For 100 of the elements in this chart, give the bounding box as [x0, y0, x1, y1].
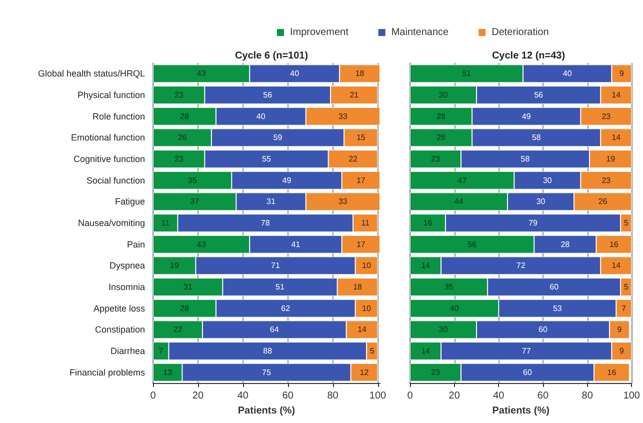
data-label: 49: [522, 112, 532, 121]
data-label: 23: [602, 112, 612, 121]
data-label: 26: [598, 197, 608, 206]
y-tick-label: Physical function: [77, 90, 145, 100]
data-label: 56: [468, 240, 478, 249]
data-label: 23: [174, 90, 184, 100]
data-label: 31: [266, 197, 276, 206]
data-label: 18: [353, 282, 363, 292]
y-tick-label: Emotional function: [70, 132, 145, 143]
data-label: 40: [562, 69, 572, 78]
data-label: 23: [431, 368, 440, 377]
chart-title: Cycle 12 (n=43): [492, 50, 566, 62]
data-label: 9: [619, 346, 624, 356]
data-label: 40: [290, 69, 300, 78]
data-label: 53: [552, 304, 562, 313]
data-label: 78: [260, 218, 270, 228]
legend-label: Improvement: [290, 27, 349, 38]
data-label: 14: [612, 261, 622, 270]
x-axis-title: Patients (%): [492, 405, 550, 416]
data-label: 56: [263, 90, 273, 100]
x-tick-label: 80: [327, 390, 339, 402]
data-label: 7: [158, 346, 164, 356]
data-label: 28: [436, 133, 446, 142]
data-label: 5: [624, 282, 629, 292]
data-label: 35: [444, 282, 454, 292]
data-label: 72: [516, 261, 526, 270]
data-label: 11: [161, 218, 170, 228]
data-label: 14: [612, 90, 622, 100]
data-label: 58: [520, 154, 530, 164]
y-tick-label: Dyspnea: [109, 260, 145, 271]
data-label: 28: [436, 112, 446, 121]
x-tick-label: 60: [537, 390, 549, 402]
data-label: 35: [188, 176, 198, 185]
data-label: 17: [356, 176, 366, 185]
data-label: 16: [607, 368, 617, 377]
data-label: 55: [262, 154, 272, 164]
x-axis-title: Patients (%): [238, 405, 296, 416]
data-label: 7: [622, 304, 627, 313]
data-label: 14: [421, 346, 431, 356]
data-label: 30: [536, 197, 546, 206]
y-tick-label: Constipation: [94, 324, 145, 335]
data-label: 10: [362, 304, 372, 313]
data-label: 10: [362, 261, 372, 270]
legend-label: Deterioration: [492, 27, 549, 38]
data-label: 33: [338, 197, 348, 206]
y-tick-label: Cognitive function: [73, 154, 145, 164]
x-tick-label: 80: [582, 390, 594, 402]
data-label: 23: [174, 154, 184, 164]
data-label: 5: [624, 218, 629, 228]
data-label: 14: [358, 325, 368, 334]
data-label: 16: [423, 218, 433, 228]
x-tick-label: 20: [448, 390, 460, 402]
data-label: 44: [454, 197, 464, 206]
x-tick-label: 0: [407, 390, 414, 402]
data-label: 58: [532, 133, 542, 142]
data-label: 16: [609, 240, 619, 249]
x-tick-label: 40: [493, 390, 505, 402]
data-label: 79: [528, 218, 538, 228]
x-tick-label: 20: [192, 390, 204, 402]
y-tick-label: Appetite loss: [93, 303, 146, 314]
y-tick-label: Insomnia: [108, 282, 145, 292]
data-label: 22: [348, 154, 358, 164]
data-label: 64: [270, 325, 280, 334]
data-label: 5: [370, 346, 375, 356]
chart-title: Cycle 6 (n=101): [234, 50, 308, 62]
data-label: 56: [534, 90, 544, 100]
data-label: 14: [612, 133, 622, 142]
data-label: 60: [550, 282, 560, 292]
data-label: 49: [282, 176, 292, 185]
data-label: 30: [438, 90, 448, 100]
y-tick-label: Diarrhea: [110, 346, 145, 356]
y-tick-label: Pain: [126, 239, 145, 250]
data-label: 59: [273, 133, 283, 142]
x-tick-label: 100: [369, 390, 387, 402]
data-label: 30: [542, 176, 552, 185]
data-label: 19: [170, 261, 180, 270]
data-label: 19: [606, 154, 616, 164]
y-tick-label: Social function: [86, 175, 145, 186]
data-label: 28: [180, 112, 190, 121]
data-label: 9: [619, 69, 624, 78]
data-label: 26: [178, 133, 188, 142]
legend-label: Maintenance: [391, 27, 450, 38]
y-tick-label: Global health status/HRQL: [38, 68, 145, 79]
x-tick-label: 0: [150, 390, 156, 402]
data-label: 40: [256, 112, 266, 121]
data-label: 33: [338, 112, 348, 121]
x-tick-label: 100: [623, 390, 640, 402]
data-label: 75: [262, 368, 272, 377]
data-label: 41: [291, 240, 301, 249]
data-label: 51: [276, 282, 285, 292]
y-tick-label: Financial problems: [69, 367, 146, 378]
data-label: 14: [421, 261, 431, 270]
data-label: 47: [458, 176, 468, 185]
data-label: 51: [462, 69, 472, 78]
data-label: 43: [196, 240, 206, 249]
data-label: 11: [361, 218, 370, 228]
data-label: 88: [263, 346, 273, 356]
data-label: 23: [602, 176, 612, 185]
data-label: 43: [196, 69, 206, 78]
y-tick-label: Role function: [92, 111, 145, 122]
